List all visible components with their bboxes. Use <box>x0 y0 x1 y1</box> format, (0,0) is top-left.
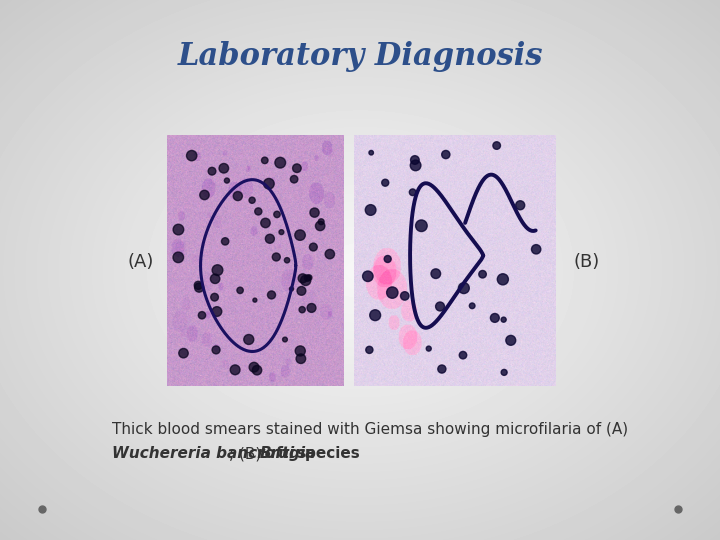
Point <box>271 210 283 219</box>
Text: Brugia: Brugia <box>259 446 315 461</box>
Point <box>276 228 287 237</box>
Point <box>211 307 222 316</box>
Point <box>300 276 312 285</box>
Point <box>369 311 381 320</box>
Point <box>288 175 300 184</box>
Text: (A): (A) <box>127 253 153 271</box>
Point <box>186 151 197 160</box>
Point <box>294 231 306 239</box>
Text: ; (B): ; (B) <box>229 446 261 461</box>
Point <box>209 293 220 301</box>
Point <box>387 288 398 297</box>
Point <box>173 253 184 262</box>
Point <box>173 225 184 234</box>
Point <box>498 368 510 377</box>
Text: (B): (B) <box>574 253 600 271</box>
Point <box>498 315 510 324</box>
Point <box>221 176 233 185</box>
Point <box>415 221 427 230</box>
Point <box>259 156 271 165</box>
Point <box>457 351 469 360</box>
Point <box>253 207 264 216</box>
Point <box>212 266 223 274</box>
Point <box>194 284 205 292</box>
Point <box>286 285 297 293</box>
Point <box>489 314 500 322</box>
Point <box>210 346 222 354</box>
Point <box>230 366 241 374</box>
Point <box>260 219 271 227</box>
Point <box>304 273 315 282</box>
Point <box>434 302 446 311</box>
Point <box>291 164 302 172</box>
Point <box>271 253 282 261</box>
Point <box>264 234 276 243</box>
Point <box>407 188 418 197</box>
Point <box>382 255 393 264</box>
Point <box>248 363 260 372</box>
Point <box>458 284 469 293</box>
Point <box>440 150 451 159</box>
Point <box>306 303 318 312</box>
Point <box>514 201 526 210</box>
Point <box>206 167 217 176</box>
Point <box>274 158 286 167</box>
Point <box>410 161 421 170</box>
Point <box>234 286 246 295</box>
Point <box>295 354 307 363</box>
Text: species: species <box>297 446 361 461</box>
Point <box>436 364 448 373</box>
Point <box>297 305 308 314</box>
Point <box>497 275 508 284</box>
Text: Laboratory Diagnosis: Laboratory Diagnosis <box>177 41 543 72</box>
Point <box>423 345 434 353</box>
Point <box>199 191 210 199</box>
Point <box>266 291 277 299</box>
Point <box>379 178 391 187</box>
Point <box>362 272 374 281</box>
Text: Thick blood smears stained with Giemsa showing microfilaria of (A): Thick blood smears stained with Giemsa s… <box>112 422 628 437</box>
Point <box>178 349 189 357</box>
Point <box>307 242 319 251</box>
Point <box>220 237 231 246</box>
Point <box>279 335 291 344</box>
Point <box>430 269 441 278</box>
Point <box>296 287 307 295</box>
Point <box>302 274 313 282</box>
Point <box>399 292 410 300</box>
Point <box>364 346 375 354</box>
Point <box>366 148 377 157</box>
Point <box>315 221 326 230</box>
Point <box>197 311 208 320</box>
Point <box>210 274 221 283</box>
Point <box>309 208 320 217</box>
Point <box>324 250 336 259</box>
Point <box>505 336 516 345</box>
Point <box>477 270 488 279</box>
Point <box>243 335 255 344</box>
Point <box>263 179 274 188</box>
Point <box>315 218 327 226</box>
Point <box>531 245 542 254</box>
Point <box>282 256 293 265</box>
Point <box>294 347 306 355</box>
Point <box>251 366 263 375</box>
Point <box>249 296 261 305</box>
Point <box>409 156 420 164</box>
Point <box>491 141 503 150</box>
Point <box>297 274 308 282</box>
Point <box>467 301 478 310</box>
Text: Wuchereria bancrofti: Wuchereria bancrofti <box>112 446 294 461</box>
Point <box>246 196 258 205</box>
Point <box>365 206 377 214</box>
Point <box>218 164 230 173</box>
Point <box>232 192 243 200</box>
Point <box>192 281 204 289</box>
